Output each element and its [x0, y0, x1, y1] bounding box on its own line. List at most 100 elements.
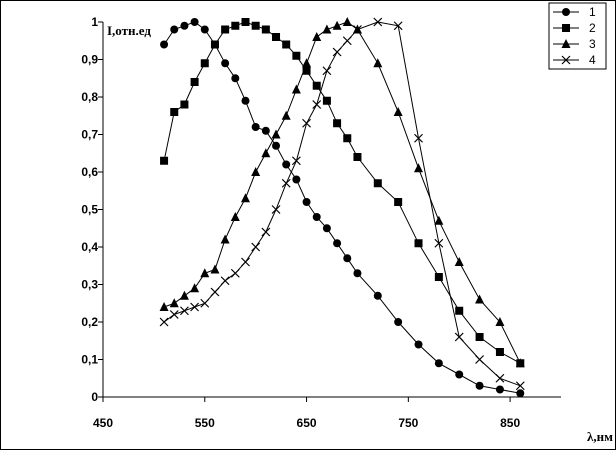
series-4-point — [291, 156, 301, 166]
series-2-point — [312, 81, 321, 90]
series-1-point — [434, 359, 443, 368]
series-3-point — [210, 264, 220, 274]
x-tick-label: 750 — [398, 416, 418, 430]
series-1-point — [322, 224, 331, 233]
series-3-point — [281, 110, 291, 120]
series-2-point — [455, 306, 464, 315]
series-4-point — [515, 381, 525, 391]
series-4-point — [190, 302, 200, 312]
series-1-point — [302, 198, 311, 206]
series-2-point — [241, 18, 250, 26]
series-2-line — [163, 21, 521, 364]
series-2-point — [180, 100, 189, 109]
legend-marker-3 — [561, 39, 571, 48]
series-4-point — [495, 373, 505, 383]
series-3-point — [251, 167, 261, 176]
series-1-point — [272, 141, 281, 150]
series-3-point — [495, 317, 505, 326]
series-1-point — [231, 74, 240, 83]
series-2-point — [373, 179, 382, 188]
x-tick-label: 650 — [297, 416, 317, 430]
series-2-point — [475, 333, 484, 341]
series-1-point — [495, 385, 504, 394]
series-3-point — [291, 84, 301, 94]
x-tick-label: 850 — [500, 416, 520, 430]
series-3-point — [200, 268, 210, 278]
y-tick-label: 0,9 — [81, 53, 98, 67]
x-tick-label: 450 — [93, 416, 113, 430]
series-4-point — [220, 276, 230, 286]
series-4-point — [179, 306, 189, 316]
series-1-point — [282, 160, 291, 169]
series-4-point — [261, 227, 271, 237]
series-4-point — [200, 298, 210, 308]
y-axis-title: I,отн.ед — [107, 23, 151, 38]
series-2-point — [200, 59, 209, 68]
series-1-point — [292, 175, 301, 184]
series-2-point — [343, 134, 352, 143]
series-4-point — [312, 100, 322, 109]
x-tick-label: 550 — [195, 416, 215, 430]
series-3-point — [454, 257, 464, 266]
series-2-point — [272, 33, 281, 41]
series-2-point — [414, 239, 423, 248]
series-4-point — [230, 268, 240, 278]
series-3-point — [230, 212, 240, 221]
series-4-point — [332, 47, 342, 57]
series-3-point — [169, 298, 179, 308]
series-2-point — [292, 51, 301, 60]
series-3-point — [240, 193, 250, 203]
series-1-point — [261, 126, 270, 135]
series-1-point — [373, 291, 382, 300]
series-4-point — [414, 133, 423, 143]
series-4-point — [342, 36, 352, 46]
series-3-point — [159, 302, 169, 311]
series-4-point — [210, 287, 220, 297]
series-2-point — [251, 21, 260, 30]
legend-marker-2 — [562, 24, 570, 32]
series-4-point — [475, 355, 485, 364]
series-4-point — [169, 310, 179, 319]
series-2-point — [434, 273, 443, 281]
series-3-point — [475, 294, 485, 304]
series-2-point — [495, 348, 504, 356]
series-2-point — [394, 198, 403, 206]
series-4-point — [271, 205, 281, 214]
series-3-point — [342, 17, 352, 26]
legend-label-3: 3 — [589, 37, 596, 51]
series-1-point — [394, 318, 403, 326]
y-tick-label: 1 — [91, 15, 98, 29]
series-3-point — [190, 283, 200, 293]
series-1-point — [180, 21, 189, 30]
series-1-point — [353, 269, 362, 278]
series-1-line — [163, 21, 521, 394]
series-3-point — [302, 58, 312, 68]
series-3-point — [179, 290, 189, 300]
y-tick-label: 0,8 — [81, 90, 98, 104]
series-1-point — [221, 59, 230, 68]
series-1-point — [170, 25, 179, 34]
series-1-point — [475, 381, 484, 390]
series-4-point — [281, 178, 291, 188]
series-3-point — [322, 24, 332, 34]
series-4-point — [251, 242, 261, 252]
series-2-point — [170, 108, 179, 116]
y-tick-label: 0,1 — [81, 353, 98, 367]
series-4-point — [434, 238, 444, 248]
y-tick-label: 0,2 — [81, 315, 98, 329]
series-2-point — [333, 119, 342, 128]
series-3-point — [414, 163, 424, 173]
series-2-point — [261, 25, 270, 34]
series-1-point — [312, 213, 321, 221]
legend-label-1: 1 — [589, 5, 596, 19]
series-3-point — [434, 215, 444, 225]
series-2-point — [190, 78, 199, 86]
series-4-point — [159, 317, 169, 327]
series-2-point — [221, 25, 230, 34]
y-tick-label: 0,3 — [81, 278, 98, 292]
legend-marker-1 — [562, 8, 570, 16]
series-4-point — [393, 21, 403, 31]
series-1-point — [333, 239, 342, 248]
